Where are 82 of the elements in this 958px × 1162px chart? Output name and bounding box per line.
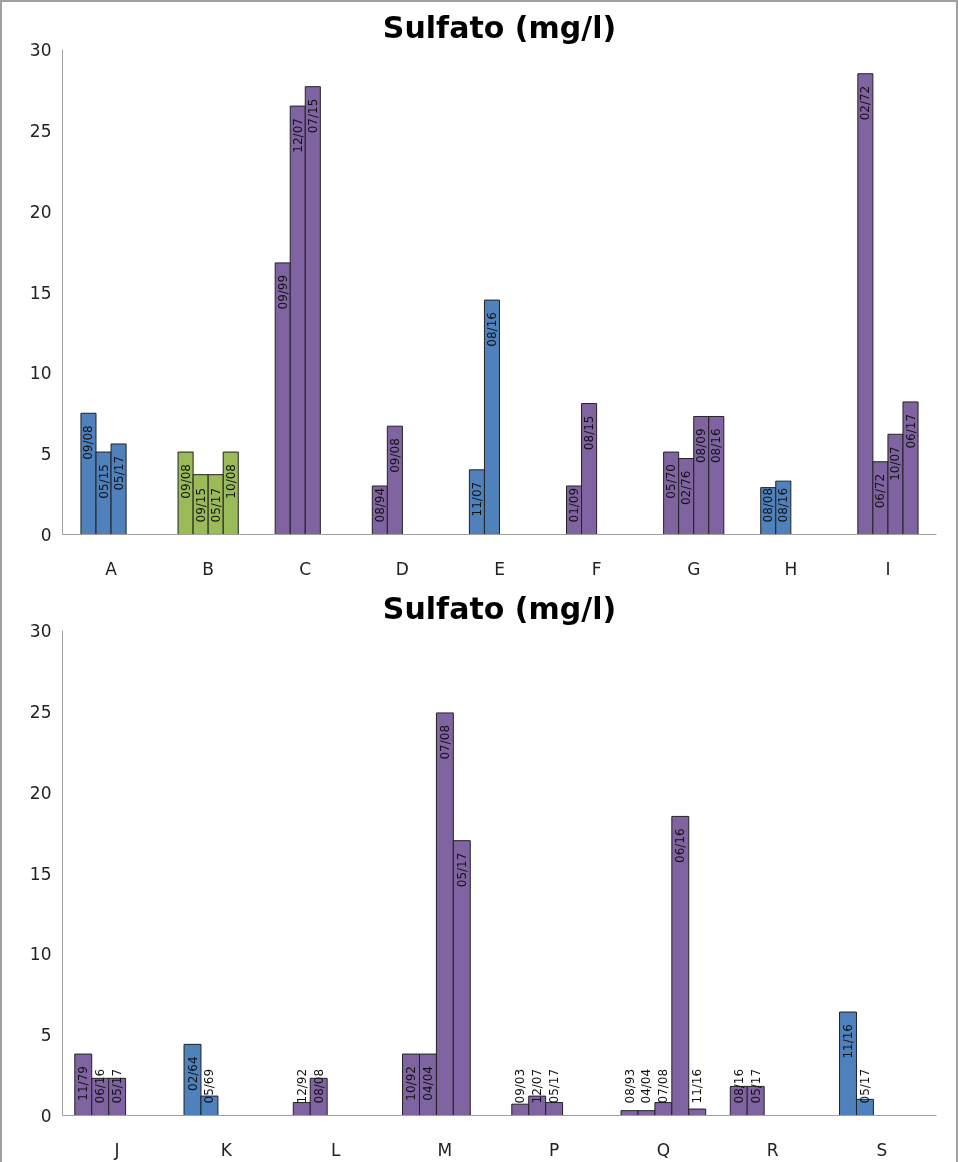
annotation: 05/70 <box>664 464 679 499</box>
annotation: 05/17 <box>857 1068 872 1104</box>
annotation: 08/08 <box>311 1068 326 1104</box>
annotation: 09/99 <box>275 274 290 310</box>
y-tick-label: 15 <box>29 863 52 884</box>
annotation: 12/07 <box>530 1068 545 1104</box>
y-tick-label: 20 <box>29 201 52 222</box>
x-tick-label: G <box>687 558 701 579</box>
x-tick-label: L <box>330 1139 341 1160</box>
annotation: 04/04 <box>639 1068 654 1104</box>
annotation: 09/08 <box>81 425 96 460</box>
annotation: 10/92 <box>404 1066 419 1101</box>
annotation: 05/69 <box>202 1068 217 1104</box>
x-tick-label: A <box>105 558 118 579</box>
annotation: 11/79 <box>76 1066 91 1101</box>
y-tick-label: 10 <box>29 944 52 965</box>
x-tick-label: I <box>885 558 891 579</box>
x-tick-label: E <box>494 558 505 579</box>
annotation: 06/16 <box>93 1068 108 1104</box>
y-tick-label: 20 <box>29 782 52 803</box>
annotation: 10/07 <box>888 446 903 481</box>
annotation: 11/07 <box>469 481 484 517</box>
y-tick-label: 0 <box>40 1106 52 1126</box>
y-tick-label: 30 <box>29 621 52 641</box>
chart-title: Sulfato (mg/l) <box>382 590 617 626</box>
annotation: 07/15 <box>305 98 320 134</box>
annotation: 02/72 <box>858 85 873 121</box>
x-tick-label: K <box>220 1139 233 1160</box>
y-tick-label: 5 <box>40 444 52 465</box>
x-tick-label: S <box>876 1139 888 1160</box>
annotation: 05/15 <box>96 464 111 499</box>
y-tick-label: 30 <box>29 40 52 60</box>
annotation: 09/15 <box>193 487 208 523</box>
x-tick-label: M <box>437 1139 453 1160</box>
annotation: 08/08 <box>761 487 776 523</box>
y-tick-label: 5 <box>40 1025 52 1046</box>
annotation: 09/08 <box>387 438 402 473</box>
annotation: 08/09 <box>694 428 709 464</box>
annotation: 02/76 <box>679 470 694 506</box>
annotation: 06/16 <box>673 828 688 863</box>
y-tick-label: 0 <box>40 525 52 545</box>
annotation: 08/16 <box>484 312 499 347</box>
annotation: 06/72 <box>873 473 888 509</box>
annotation: 11/16 <box>690 1068 705 1104</box>
x-tick-label: F <box>591 558 602 579</box>
annotation: 05/17 <box>111 455 126 491</box>
annotation: 05/17 <box>748 1068 763 1104</box>
y-tick-label: 25 <box>29 120 52 141</box>
annotation: 04/04 <box>420 1066 435 1101</box>
annotation: 06/17 <box>903 413 918 449</box>
annotation: 05/17 <box>454 852 469 888</box>
chart-title: Sulfato (mg/l) <box>382 9 617 45</box>
annotation: 07/08 <box>437 724 452 760</box>
y-tick-label: 25 <box>29 701 52 722</box>
x-tick-label: R <box>766 1139 779 1160</box>
annotation: 07/08 <box>656 1068 671 1104</box>
annotation: 08/16 <box>776 487 791 523</box>
annotation: 08/16 <box>709 428 724 464</box>
y-tick-label: 10 <box>29 363 52 384</box>
annotation: 11/16 <box>841 1024 856 1059</box>
annotation: 02/64 <box>185 1056 200 1091</box>
y-tick-label: 15 <box>29 282 52 303</box>
x-tick-label: H <box>784 558 798 579</box>
annotation: 05/17 <box>110 1068 125 1104</box>
annotation: 05/17 <box>208 487 223 523</box>
annotation: 05/17 <box>547 1068 562 1104</box>
x-tick-label: Q <box>656 1139 671 1160</box>
annotation: 08/16 <box>731 1068 746 1104</box>
annotation: 01/09 <box>567 487 582 523</box>
x-tick-label: P <box>549 1139 560 1160</box>
annotation: 09/03 <box>513 1068 528 1104</box>
annotation: 10/08 <box>223 464 238 499</box>
annotation: 08/94 <box>372 487 387 523</box>
x-tick-label: J <box>113 1139 120 1160</box>
annotation: 12/07 <box>290 118 305 153</box>
annotation: 08/93 <box>622 1068 637 1104</box>
annotation: 12/92 <box>294 1068 309 1104</box>
annotation: 09/08 <box>178 464 193 499</box>
x-tick-label: D <box>395 558 409 579</box>
x-tick-label: C <box>299 558 312 579</box>
annotation: 08/15 <box>582 415 597 451</box>
x-tick-label: B <box>202 558 215 579</box>
